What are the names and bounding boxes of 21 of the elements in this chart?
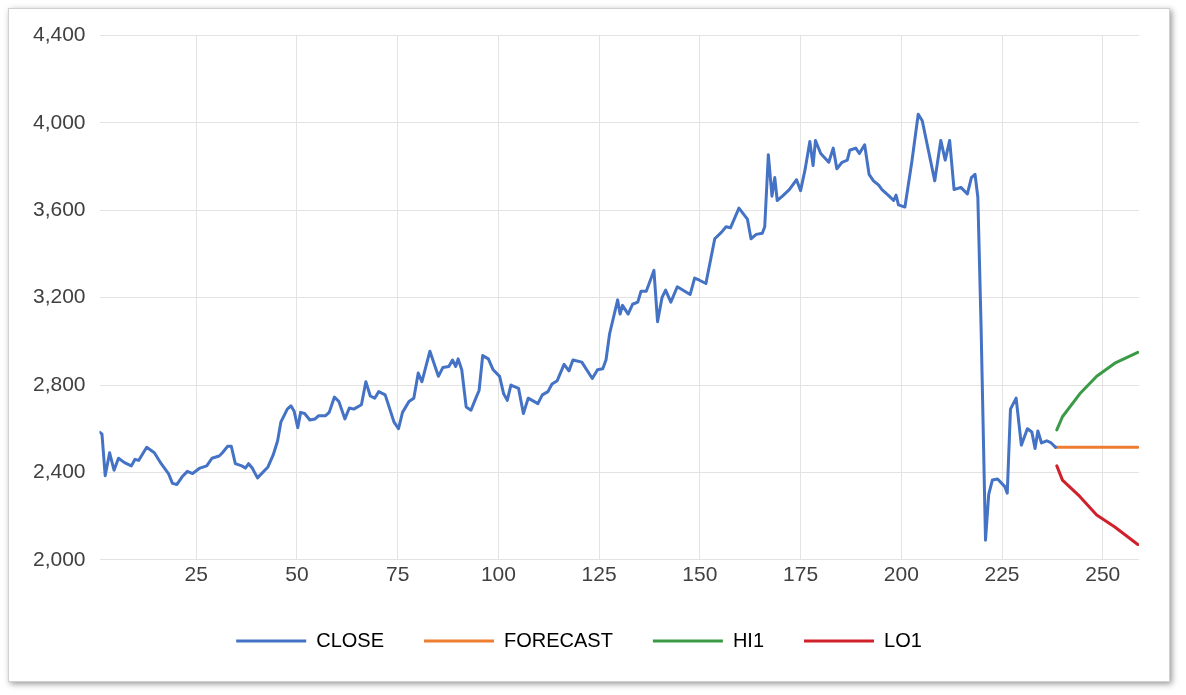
legend-label: FORECAST <box>503 628 613 651</box>
x-tick-label: 50 <box>285 562 309 586</box>
y-tick-label: 2,400 <box>32 459 86 483</box>
y-tick-label: 4,000 <box>32 109 86 133</box>
x-tick-label: 75 <box>386 562 410 586</box>
legend-label: CLOSE <box>316 628 384 651</box>
y-tick-label: 3,200 <box>32 284 86 308</box>
x-tick-label: 250 <box>1085 562 1121 586</box>
x-tick-label: 25 <box>184 562 208 586</box>
x-tick-label: 175 <box>783 562 819 586</box>
y-tick-label: 3,600 <box>32 197 86 221</box>
x-tick-label: 150 <box>682 562 718 586</box>
y-tick-label: 4,400 <box>32 22 86 46</box>
x-tick-label: 100 <box>480 562 516 586</box>
legend-label: HI1 <box>732 628 765 651</box>
legend-label: LO1 <box>884 628 922 651</box>
x-tick-label: 225 <box>984 562 1020 586</box>
y-tick-label: 2,800 <box>32 371 86 395</box>
x-tick-label: 125 <box>581 562 617 586</box>
x-tick-label: 200 <box>883 562 919 586</box>
y-tick-label: 2,000 <box>32 546 86 570</box>
